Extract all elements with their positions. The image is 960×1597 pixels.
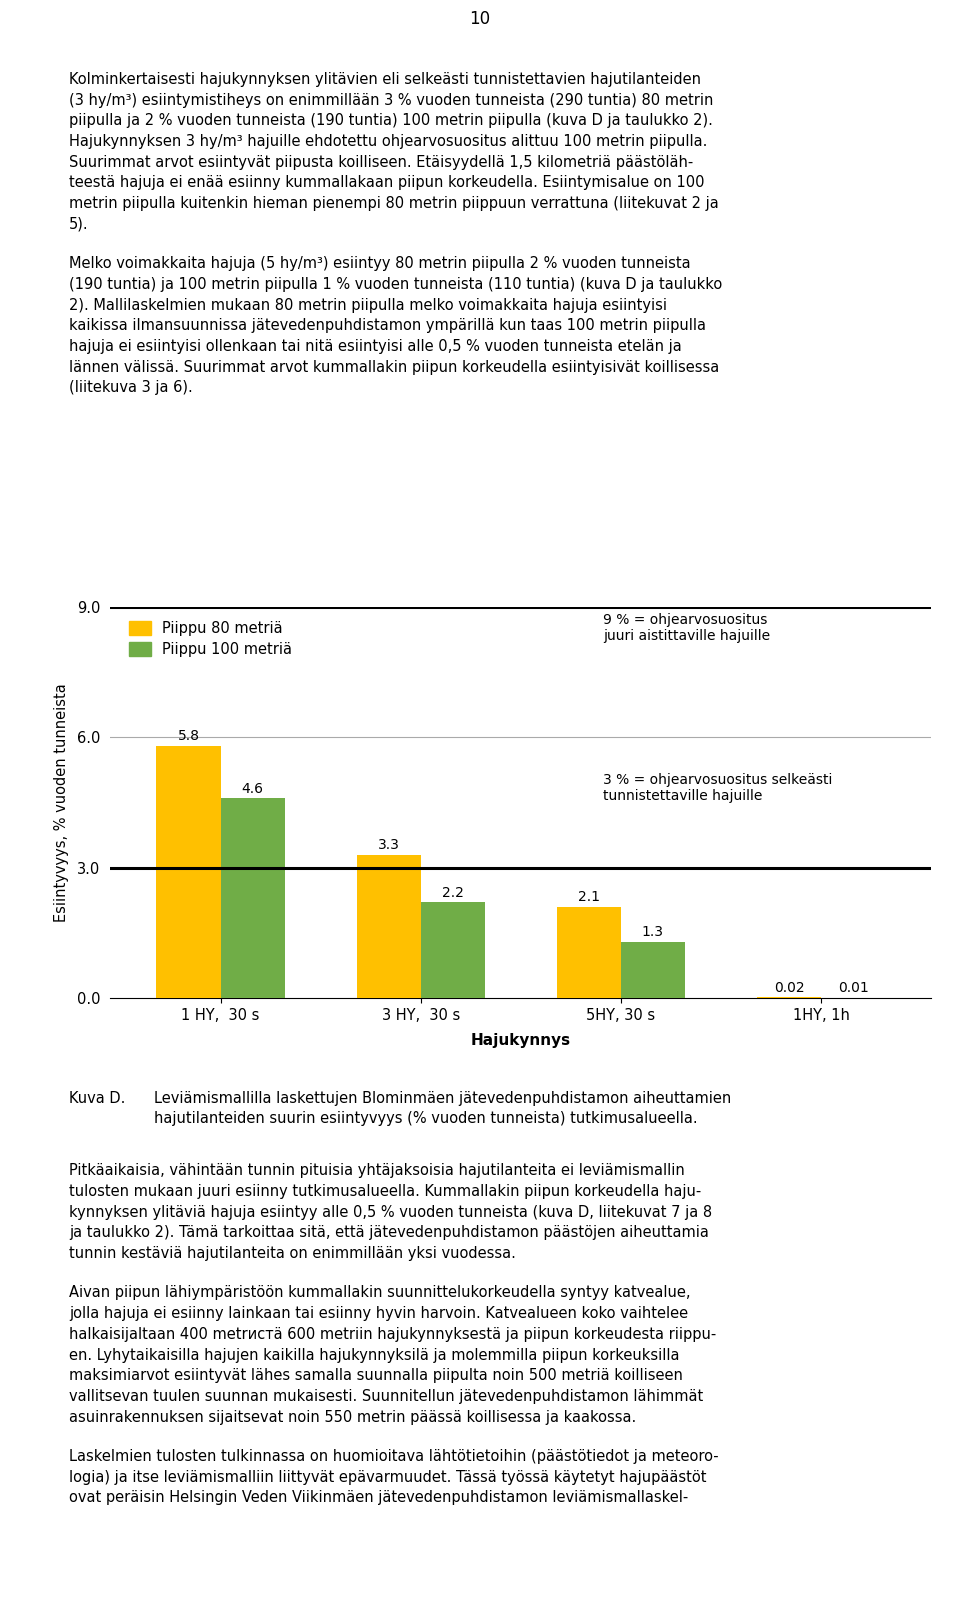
Legend: Piippu 80 metriä, Piippu 100 metriä: Piippu 80 metriä, Piippu 100 metriä	[126, 618, 296, 660]
Text: Laskelmien tulosten tulkinnassa on huomioitava lähtötietoihin (päästötiedot ja m: Laskelmien tulosten tulkinnassa on huomi…	[69, 1448, 719, 1464]
Text: 0.01: 0.01	[838, 981, 869, 995]
Text: 2). Mallilaskelmien mukaan 80 metrin piipulla melko voimakkaita hajuja esiintyis: 2). Mallilaskelmien mukaan 80 metrin pii…	[69, 297, 667, 313]
Text: kaikissa ilmansuunnissa jätevedenpuhdistamon ympärillä kun taas 100 metrin piipu: kaikissa ilmansuunnissa jätevedenpuhdist…	[69, 318, 707, 334]
Text: piipulla ja 2 % vuoden tunneista (190 tuntia) 100 metrin piipulla (kuva D ja tau: piipulla ja 2 % vuoden tunneista (190 tu…	[69, 113, 713, 128]
Text: Aivan piipun lähiympäristöön kummallakin suunnittelukorkeudella syntyy katvealue: Aivan piipun lähiympäristöön kummallakin…	[69, 1286, 690, 1300]
Text: tulosten mukaan juuri esiinny tutkimusalueella. Kummallakin piipun korkeudella h: tulosten mukaan juuri esiinny tutkimusal…	[69, 1183, 702, 1199]
Text: 1.3: 1.3	[642, 925, 664, 939]
Bar	[156, 746, 221, 998]
Bar	[621, 942, 685, 998]
Text: 3.3: 3.3	[377, 838, 399, 853]
Text: Melko voimakkaita hajuja (5 hy/m³) esiintyy 80 metrin piipulla 2 % vuoden tunnei: Melko voimakkaita hajuja (5 hy/m³) esiin…	[69, 256, 691, 271]
Text: 10: 10	[469, 11, 491, 29]
Text: (190 tuntia) ja 100 metrin piipulla 1 % vuoden tunneista (110 tuntia) (kuva D ja: (190 tuntia) ja 100 metrin piipulla 1 % …	[69, 276, 722, 292]
Bar	[357, 854, 420, 998]
Text: 5).: 5).	[69, 217, 88, 232]
Text: maksimiarvot esiintyvät lähes samalla suunnalla piipulta noin 500 metriä koillis: maksimiarvot esiintyvät lähes samalla su…	[69, 1369, 683, 1383]
Bar	[221, 798, 284, 998]
Text: 0.02: 0.02	[774, 981, 804, 995]
Text: jolla hajuja ei esiinny lainkaan tai esiinny hyvin harvoin. Katvealueen koko vai: jolla hajuja ei esiinny lainkaan tai esi…	[69, 1306, 688, 1321]
Text: 5.8: 5.8	[178, 730, 200, 743]
Text: (liitekuva 3 ja 6).: (liitekuva 3 ja 6).	[69, 380, 193, 396]
Text: Kuva D.: Kuva D.	[69, 1091, 126, 1105]
Text: lännen välissä. Suurimmat arvot kummallakin piipun korkeudella esiintyisivät koi: lännen välissä. Suurimmat arvot kummalla…	[69, 359, 719, 375]
Text: hajuja ei esiintyisi ollenkaan tai nitä esiintyisi alle 0,5 % vuoden tunneista e: hajuja ei esiintyisi ollenkaan tai nitä …	[69, 339, 682, 355]
Text: logia) ja itse leviämismalliin liittyvät epävarmuudet. Tässä työssä käytetyt haj: logia) ja itse leviämismalliin liittyvät…	[69, 1469, 707, 1485]
Bar	[557, 907, 621, 998]
Text: tunnin kestäviä hajutilanteita on enimmillään yksi vuodessa.: tunnin kestäviä hajutilanteita on enimmi…	[69, 1246, 516, 1262]
Text: Hajukynnyksen 3 hy/m³ hajuille ehdotettu ohjearvosuositus alittuu 100 metrin pii: Hajukynnyksen 3 hy/m³ hajuille ehdotettu…	[69, 134, 708, 149]
Text: en. Lyhytaikaisilla hajujen kaikilla hajukynnyksilä ja molemmilla piipun korkeuk: en. Lyhytaikaisilla hajujen kaikilla haj…	[69, 1348, 680, 1362]
Text: teestä hajuja ei enää esiinny kummallakaan piipun korkeudella. Esiintymisalue on: teestä hajuja ei enää esiinny kummallaka…	[69, 176, 705, 190]
Text: (3 hy/m³) esiintymistiheys on enimmillään 3 % vuoden tunneista (290 tuntia) 80 m: (3 hy/m³) esiintymistiheys on enimmillää…	[69, 93, 713, 107]
Text: ovat peräisin Helsingin Veden Viikinmäen jätevedenpuhdistamon leviämismallaskel-: ovat peräisin Helsingin Veden Viikinmäen…	[69, 1490, 688, 1506]
Text: asuinrakennuksen sijaitsevat noin 550 metrin päässä koillisessa ja kaakossa.: asuinrakennuksen sijaitsevat noin 550 me…	[69, 1410, 636, 1425]
Text: Kolminkertaisesti hajukynnyksen ylitävien eli selkeästi tunnistettavien hajutila: Kolminkertaisesti hajukynnyksen ylitävie…	[69, 72, 701, 86]
Bar	[420, 902, 485, 998]
Text: 9 % = ohjearvosuositus
juuri aistittaville hajuille: 9 % = ohjearvosuositus juuri aistittavil…	[603, 613, 770, 644]
Text: metrin piipulla kuitenkin hieman pienempi 80 metrin piippuun verrattuna (liiteku: metrin piipulla kuitenkin hieman pienemp…	[69, 196, 719, 211]
Text: halkaisijaltaan 400 metrистä 600 metriin hajukynnyksestä ja piipun korkeudesta r: halkaisijaltaan 400 metrистä 600 metriin…	[69, 1327, 716, 1341]
Text: vallitsevan tuulen suunnan mukaisesti. Suunnitellun jätevedenpuhdistamon lähimmä: vallitsevan tuulen suunnan mukaisesti. S…	[69, 1389, 704, 1404]
Text: ja taulukko 2). Tämä tarkoittaa sitä, että jätevedenpuhdistamon päästöjen aiheut: ja taulukko 2). Tämä tarkoittaa sitä, et…	[69, 1225, 709, 1241]
Text: 4.6: 4.6	[242, 781, 264, 795]
Text: 2.1: 2.1	[578, 890, 600, 904]
Text: Suurimmat arvot esiintyvät piipusta koilliseen. Etäisyydellä 1,5 kilometriä pääs: Suurimmat arvot esiintyvät piipusta koil…	[69, 155, 693, 169]
Text: 3 % = ohjearvosuositus selkeästi
tunnistettaville hajuille: 3 % = ohjearvosuositus selkeästi tunnist…	[603, 773, 832, 803]
Text: Pitkäaikaisia, vähintään tunnin pituisia yhtäjaksoisia hajutilanteita ei leviämi: Pitkäaikaisia, vähintään tunnin pituisia…	[69, 1163, 684, 1179]
Y-axis label: Esiintyvyys, % vuoden tunneista: Esiintyvyys, % vuoden tunneista	[54, 684, 69, 921]
Text: Leviämismallilla laskettujen Blominmäen jätevedenpuhdistamon aiheuttamien
hajuti: Leviämismallilla laskettujen Blominmäen …	[154, 1091, 731, 1126]
Text: kynnyksen ylitäviä hajuja esiintyy alle 0,5 % vuoden tunneista (kuva D, liitekuv: kynnyksen ylitäviä hajuja esiintyy alle …	[69, 1204, 712, 1220]
X-axis label: Hajukynnys: Hajukynnys	[470, 1033, 571, 1048]
Text: 2.2: 2.2	[442, 886, 464, 899]
